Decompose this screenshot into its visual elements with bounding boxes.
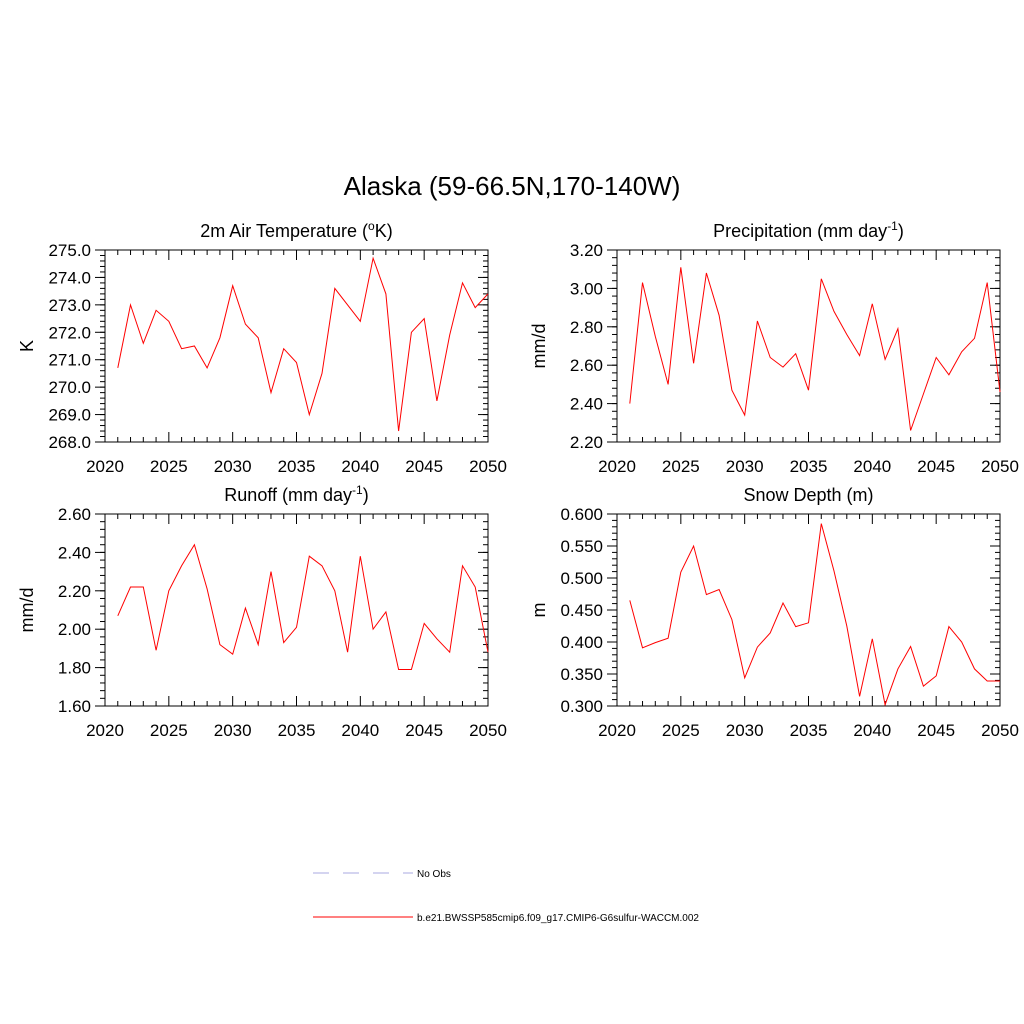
y-tick-label: 0.400 xyxy=(560,633,603,652)
panel-title: Runoff (mm day-1) xyxy=(224,483,368,505)
main-title: Alaska (59-66.5N,170-140W) xyxy=(344,171,681,201)
x-tick-label: 2045 xyxy=(917,721,955,740)
x-tick-label: 2035 xyxy=(790,721,828,740)
y-tick-label: 2.20 xyxy=(570,433,603,452)
panel-3: 2020 2025 2030 2035 2040 2045 2050 1.60 1.80 2.00… xyxy=(17,483,507,740)
x-tick-label: 2050 xyxy=(469,457,507,476)
y-tick-label: 3.20 xyxy=(570,241,603,260)
series-line xyxy=(629,267,1001,431)
y-axis-label: mm/d xyxy=(529,324,549,369)
y-tick-label: 1.60 xyxy=(58,697,91,716)
y-tick-label: 0.450 xyxy=(560,601,603,620)
x-tick-label: 2040 xyxy=(341,457,379,476)
x-tick-label: 2020 xyxy=(598,457,636,476)
x-tick-label: 2040 xyxy=(853,721,891,740)
x-tick-label: 2045 xyxy=(405,721,443,740)
y-tick-label: 2.60 xyxy=(570,356,603,375)
x-tick-label: 2030 xyxy=(726,457,764,476)
y-tick-label: 2.40 xyxy=(570,395,603,414)
legend-label: No Obs xyxy=(417,869,451,880)
y-tick-label: 3.00 xyxy=(570,279,603,298)
x-tick-label: 2025 xyxy=(150,721,188,740)
y-tick-label: 2.00 xyxy=(58,620,91,639)
y-tick-label: 275.0 xyxy=(48,241,91,260)
y-tick-label: 269.0 xyxy=(48,406,91,425)
y-axis-label: mm/d xyxy=(17,588,37,633)
y-tick-label: 272.0 xyxy=(48,323,91,342)
panel-4: 2020 2025 2030 2035 2040 2045 2050 0.300 0.350 0.… xyxy=(529,485,1019,740)
x-tick-label: 2030 xyxy=(214,457,252,476)
x-tick-label: 2020 xyxy=(86,721,124,740)
x-tick-label: 2025 xyxy=(662,721,700,740)
y-tick-label: 2.80 xyxy=(570,318,603,337)
y-tick-label: 270.0 xyxy=(48,378,91,397)
x-tick-label: 2050 xyxy=(981,457,1019,476)
x-tick-label: 2035 xyxy=(278,721,316,740)
y-tick-label: 0.550 xyxy=(560,537,603,556)
y-tick-label: 1.80 xyxy=(58,659,91,678)
y-tick-label: 268.0 xyxy=(48,433,91,452)
x-tick-label: 2025 xyxy=(150,457,188,476)
y-tick-label: 2.20 xyxy=(58,582,91,601)
y-tick-label: 0.600 xyxy=(560,505,603,524)
panel-title: 2m Air Temperature (oK) xyxy=(200,219,392,241)
y-tick-label: 0.350 xyxy=(560,665,603,684)
y-tick-label: 2.40 xyxy=(58,543,91,562)
y-tick-label: 273.0 xyxy=(48,296,91,315)
y-tick-label: 0.500 xyxy=(560,569,603,588)
x-tick-label: 2025 xyxy=(662,457,700,476)
x-tick-label: 2020 xyxy=(598,721,636,740)
x-tick-label: 2035 xyxy=(278,457,316,476)
x-tick-label: 2050 xyxy=(981,721,1019,740)
panel-title: Precipitation (mm day-1) xyxy=(713,219,904,241)
y-axis-label: K xyxy=(17,340,37,352)
x-tick-label: 2045 xyxy=(405,457,443,476)
y-tick-label: 0.300 xyxy=(560,697,603,716)
x-tick-label: 2040 xyxy=(341,721,379,740)
x-tick-label: 2020 xyxy=(86,457,124,476)
y-tick-label: 274.0 xyxy=(48,268,91,287)
legend: No Obs b.e21.BWSSP585cmip6.f09_g17.CMIP6-… xyxy=(313,869,699,924)
y-axis-label: m xyxy=(529,603,549,618)
x-tick-label: 2030 xyxy=(214,721,252,740)
legend-label: b.e21.BWSSP585cmip6.f09_g17.CMIP6-G6sulf… xyxy=(417,913,699,924)
panel-1: 2020 2025 2030 2035 2040 2045 2050 268.0 269.0 27… xyxy=(17,219,507,476)
panel-2: 2020 2025 2030 2035 2040 2045 2050 2.20 2.40 2.60… xyxy=(529,219,1019,476)
series-line xyxy=(629,523,1000,707)
x-tick-label: 2040 xyxy=(853,457,891,476)
y-tick-label: 2.60 xyxy=(58,505,91,524)
x-tick-label: 2045 xyxy=(917,457,955,476)
x-tick-label: 2050 xyxy=(469,721,507,740)
y-tick-label: 271.0 xyxy=(48,351,91,370)
x-tick-label: 2035 xyxy=(790,457,828,476)
series-line xyxy=(117,256,489,432)
x-tick-label: 2030 xyxy=(726,721,764,740)
series-line xyxy=(117,543,489,670)
panel-title: Snow Depth (m) xyxy=(743,485,873,505)
